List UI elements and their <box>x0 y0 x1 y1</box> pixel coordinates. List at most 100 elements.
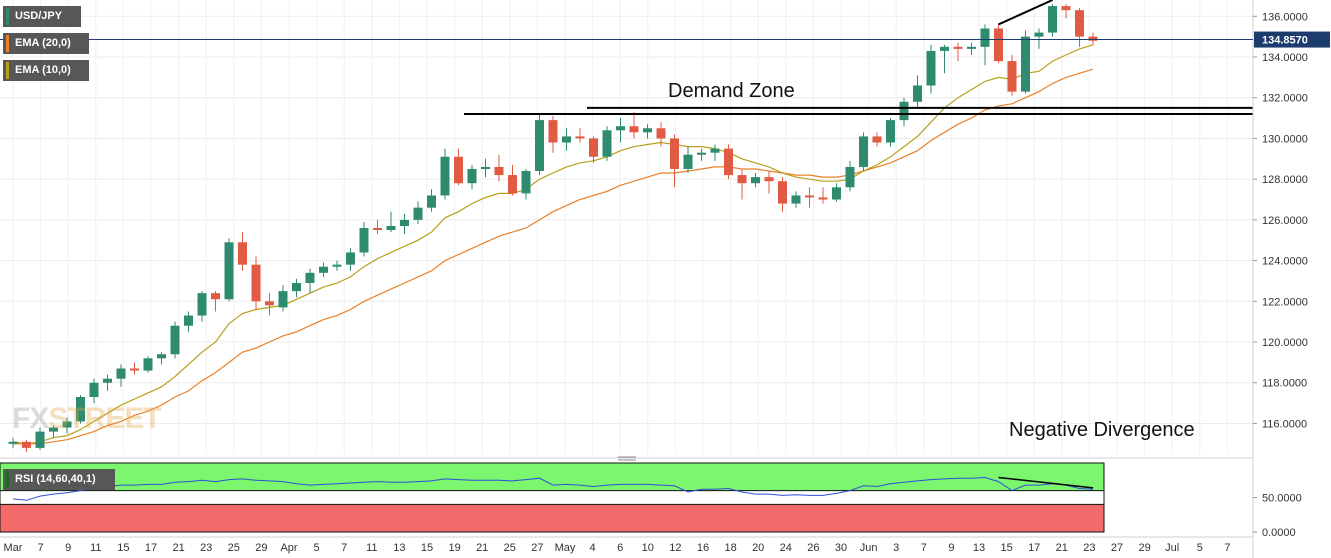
candle-body <box>548 120 558 143</box>
rsi-tick-label: 0.0000 <box>1262 527 1296 539</box>
candle-body <box>980 28 990 47</box>
ema20-swatch <box>6 35 9 52</box>
candle <box>1088 32 1098 45</box>
candle <box>683 146 693 174</box>
candle-body <box>791 195 801 204</box>
candle-body <box>440 156 450 196</box>
time-tick-label: 13 <box>973 542 985 554</box>
candle <box>143 356 153 373</box>
legend-ema10[interactable]: EMA (10,0) <box>3 60 89 81</box>
candle <box>751 173 760 188</box>
candle <box>157 352 166 365</box>
candle <box>562 128 571 151</box>
time-tick-label: 29 <box>255 542 267 554</box>
candle-body <box>413 207 423 220</box>
candle <box>238 232 247 271</box>
time-tick-label: 23 <box>1083 542 1095 554</box>
candle <box>224 238 234 302</box>
time-tick-label: May <box>555 542 576 554</box>
candle-body <box>724 148 733 176</box>
candle <box>926 44 936 94</box>
price-tick-label: 126.0000 <box>1262 215 1308 227</box>
candle-body <box>278 291 288 308</box>
legend-rsi[interactable]: RSI (14,60,40,1) <box>3 469 115 490</box>
candle <box>508 164 517 196</box>
ema10-line <box>12 44 1094 445</box>
candle <box>440 148 450 200</box>
price-tick-label: 134.0000 <box>1262 52 1308 64</box>
candle-body <box>737 175 747 184</box>
candle <box>292 278 301 298</box>
candle <box>710 144 720 161</box>
candle-body <box>575 136 585 139</box>
candle <box>427 189 436 212</box>
candle <box>994 24 1003 64</box>
candle-body <box>1007 61 1017 92</box>
candle-body <box>589 138 598 157</box>
time-tick-label: 29 <box>1138 542 1150 554</box>
candle-body <box>427 195 436 208</box>
price-tick-label: 136.0000 <box>1262 11 1308 23</box>
candle-body <box>143 358 153 371</box>
candle-body <box>116 368 126 379</box>
candle <box>818 187 828 204</box>
candle-body <box>521 171 531 194</box>
time-tick-label: 19 <box>448 542 460 554</box>
candle <box>467 164 477 190</box>
candle-body <box>103 378 112 383</box>
time-tick-label: 7 <box>341 542 347 554</box>
candle-body <box>157 354 166 359</box>
candle <box>76 394 85 424</box>
candle <box>1034 28 1044 49</box>
candle <box>278 285 288 312</box>
rsi-line <box>12 476 1094 501</box>
candle-body <box>184 315 193 326</box>
candle <box>22 439 31 452</box>
candle <box>1075 8 1084 47</box>
time-tick-label: 16 <box>697 542 709 554</box>
candle-body <box>359 228 369 253</box>
time-tick-label: 17 <box>1028 542 1040 554</box>
ema10-path <box>12 44 1094 445</box>
candle-body <box>35 431 45 448</box>
candle-body <box>292 282 301 292</box>
watermark-street: STREET <box>48 402 161 435</box>
candle-body <box>211 293 220 300</box>
candle <box>575 128 585 143</box>
candle <box>130 362 139 375</box>
candle-body <box>89 382 99 397</box>
time-tick-label: 9 <box>948 542 954 554</box>
candle <box>967 42 976 55</box>
legend-symbol[interactable]: USD/JPY <box>3 6 81 27</box>
time-tick-label: 5 <box>1197 542 1203 554</box>
candle <box>872 132 882 147</box>
time-tick-label: 24 <box>780 542 792 554</box>
time-tick-label: 12 <box>669 542 681 554</box>
candle <box>913 75 922 108</box>
time-tick-label: Jun <box>860 542 878 554</box>
candle-body <box>49 427 58 432</box>
candle <box>346 248 355 271</box>
candle-body <box>494 166 504 176</box>
candle <box>197 291 207 322</box>
candle-body <box>967 46 976 49</box>
candle <box>940 44 949 74</box>
rsi-tick-label: 50.0000 <box>1262 493 1302 505</box>
candle-body <box>332 264 342 267</box>
time-tick-label: 6 <box>617 542 623 554</box>
candle-body <box>62 421 72 428</box>
candle-body <box>467 168 477 184</box>
candle-body <box>265 301 274 306</box>
time-tick-label: 23 <box>200 542 212 554</box>
candle <box>548 116 558 153</box>
legend-ema20[interactable]: EMA (20,0) <box>3 33 89 54</box>
candle-body <box>386 225 396 231</box>
candle <box>616 118 625 143</box>
candle-body <box>764 177 774 182</box>
candle-body <box>76 396 85 422</box>
candle-body <box>22 441 31 448</box>
ema20-line <box>13 68 1094 445</box>
candle-body <box>656 128 666 139</box>
candle <box>724 144 733 180</box>
